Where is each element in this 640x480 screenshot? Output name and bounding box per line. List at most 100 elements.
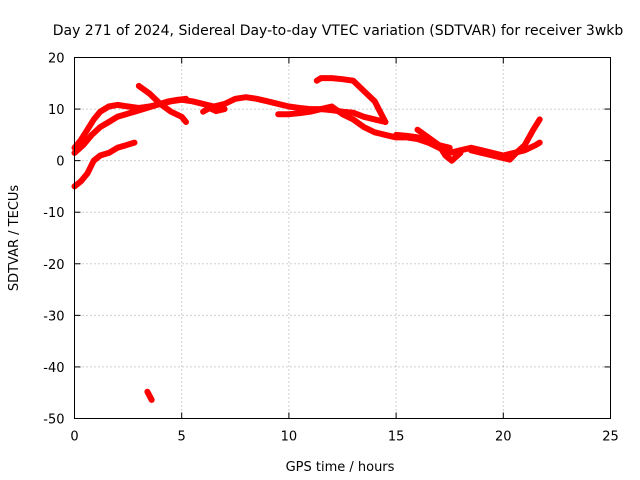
data-point	[350, 78, 356, 84]
data-point	[106, 103, 112, 110]
x-tick-label: 15	[388, 430, 405, 445]
data-point	[189, 98, 195, 104]
data-point	[114, 102, 120, 108]
data-point	[436, 142, 442, 148]
data-point	[404, 133, 410, 139]
y-tick-label: -30	[43, 309, 64, 324]
data-point	[372, 116, 378, 122]
data-point	[157, 101, 163, 107]
data-point	[318, 106, 324, 112]
data-point	[144, 389, 150, 395]
data-point	[91, 116, 97, 122]
data-point	[213, 108, 219, 114]
data-point	[89, 132, 95, 138]
data-point	[78, 137, 84, 143]
data-point	[179, 114, 185, 120]
data-point	[382, 119, 388, 125]
data-point	[339, 111, 346, 117]
data-point	[393, 132, 399, 138]
y-axis-label: SDTVAR / TECUs	[7, 185, 22, 292]
data-point	[442, 152, 448, 159]
data-point	[372, 129, 378, 135]
data-point	[80, 142, 86, 148]
y-tick-label: 20	[48, 52, 65, 67]
y-tick-label: -50	[43, 413, 64, 428]
data-point	[207, 105, 213, 111]
data-point	[84, 127, 90, 133]
data-point	[490, 152, 496, 159]
data-point	[449, 158, 455, 164]
data-point	[97, 109, 103, 115]
data-point	[275, 111, 281, 117]
data-point	[500, 155, 506, 161]
data-point	[361, 114, 367, 120]
data-point	[222, 101, 228, 107]
data-point	[382, 132, 388, 138]
data-point	[318, 75, 324, 81]
data-point	[329, 75, 335, 81]
data-point	[350, 110, 356, 116]
y-tick-label: -20	[43, 258, 64, 273]
data-point	[146, 91, 153, 97]
data-point	[479, 150, 485, 156]
data-point	[530, 127, 536, 133]
data-point	[361, 124, 367, 130]
data-point	[200, 109, 206, 115]
data-point	[140, 106, 146, 112]
data-point	[537, 140, 543, 146]
series-arc-10	[414, 126, 464, 164]
x-tick-label: 5	[178, 430, 186, 445]
data-point	[200, 101, 206, 107]
data-point	[149, 103, 155, 110]
data-point	[222, 106, 228, 112]
data-point	[275, 101, 281, 107]
x-tick-label: 25	[602, 430, 619, 445]
data-point	[91, 158, 97, 164]
y-tick-label: -40	[43, 361, 64, 376]
series-arc-1	[71, 94, 389, 151]
chart-title: Day 271 of 2024, Sidereal Day-to-day VTE…	[53, 23, 624, 39]
series-line	[71, 139, 138, 190]
y-tick-label: 10	[48, 103, 65, 118]
data-point	[114, 145, 120, 151]
x-tick-label: 10	[281, 430, 298, 445]
data-point	[314, 78, 320, 84]
data-point	[350, 116, 356, 122]
series-arc-11	[468, 116, 543, 163]
data-point	[78, 178, 84, 184]
x-tick-label: 0	[70, 430, 78, 445]
data-point	[532, 142, 539, 148]
data-point	[339, 76, 346, 82]
data-point	[183, 96, 189, 102]
data-point	[114, 114, 120, 120]
data-point	[131, 140, 138, 146]
data-point	[307, 109, 313, 115]
series-arc-7	[275, 103, 543, 159]
data-point	[106, 119, 112, 125]
data-point	[146, 393, 153, 399]
data-point	[123, 142, 129, 148]
data-point	[522, 142, 528, 148]
data-point	[123, 111, 129, 117]
data-point	[513, 150, 519, 156]
series-arc-8	[313, 75, 389, 125]
data-point	[125, 103, 131, 110]
data-point	[414, 127, 421, 133]
data-point	[243, 94, 249, 100]
data-point	[106, 150, 112, 156]
series-arc-5	[144, 388, 155, 403]
data-point	[414, 134, 421, 140]
data-point	[447, 145, 453, 151]
y-tick-label: 0	[56, 155, 64, 170]
series-line	[275, 103, 543, 159]
plot-frame	[74, 57, 611, 419]
data-point	[149, 397, 155, 403]
data-point	[297, 105, 303, 111]
data-point	[131, 109, 138, 115]
series-layer	[71, 75, 543, 403]
data-point	[174, 97, 180, 103]
tick-layer: 0 5 10 15 20 25 -50 -40 -30 -20 -10 0 10 20	[43, 52, 619, 445]
data-point	[286, 103, 292, 110]
data-point	[97, 124, 103, 130]
